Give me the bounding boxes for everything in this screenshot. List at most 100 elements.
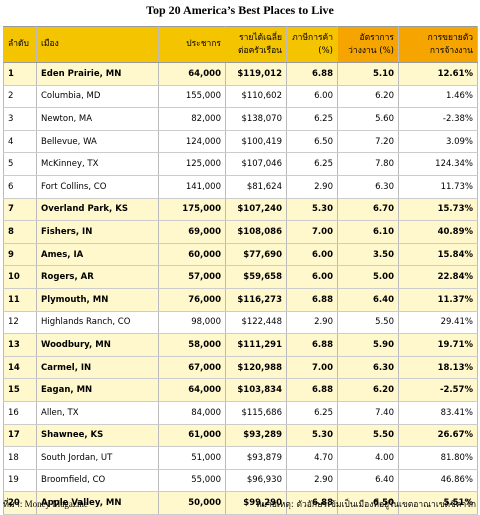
table-cell: $103,834	[225, 378, 287, 402]
table-cell: 6.88	[286, 62, 338, 86]
table-cell: 6.10	[337, 220, 399, 244]
table-cell: $100,419	[225, 130, 287, 154]
table-cell: Fishers, IN	[36, 220, 159, 244]
table-cell: 84,000	[158, 401, 226, 425]
header-line: ภาษีการค้า	[292, 32, 333, 43]
table-cell: Newton, MA	[36, 107, 159, 131]
table-cell: 7.00	[286, 356, 338, 380]
table-cell: 12.61%	[398, 62, 478, 86]
table-cell: 69,000	[158, 220, 226, 244]
table-cell: 98,000	[158, 311, 226, 335]
table-cell: 6.30	[337, 175, 399, 199]
table-cell: 26.67%	[398, 424, 478, 448]
table-row: 18 South Jordan, UT 51,000 $93,879 4.70 4.00 8…	[3, 446, 478, 470]
table-cell: 11.73%	[398, 175, 478, 199]
table-cell: Eagan, MN	[36, 378, 159, 402]
table-cell: 82,000	[158, 107, 226, 131]
table-cell: 3.50	[337, 243, 399, 267]
table: ลำดับ เมือง ประชากร รายได้เฉลี่ย ต่อครัวเรือ…	[3, 26, 478, 515]
table-cell: 18.13%	[398, 356, 478, 380]
table-cell: 19	[3, 469, 37, 493]
table-cell: $81,624	[225, 175, 287, 199]
table-cell: 10	[3, 265, 37, 289]
table-cell: 4	[3, 130, 37, 154]
table-cell: 6.88	[286, 491, 338, 515]
table-row: 12 Highlands Ranch, CO 98,000 $122,448 2.90 5…	[3, 311, 478, 335]
table-cell: $108,086	[225, 220, 287, 244]
table-cell: 6.25	[286, 152, 338, 176]
table-row: 1 Eden Prairie, MN 64,000 $119,012 6.88 5.10 1…	[3, 62, 478, 86]
table-cell: $93,289	[225, 424, 287, 448]
table-row: 7 Overland Park, KS 175,000 $107,240 5.30 6.7…	[3, 198, 478, 222]
column-header: การขยายตัวการจ้างงาน	[398, 26, 478, 63]
table-cell: 50,000	[158, 491, 226, 515]
column-header: อัตราการว่างงาน (%)	[337, 26, 399, 63]
table-row: 10 Rogers, AR 57,000 $59,658 6.00 5.00 22.84%	[3, 265, 478, 289]
table-cell: 6.00	[286, 265, 338, 289]
table-cell: 14	[3, 356, 37, 380]
table-cell: 7.00	[286, 220, 338, 244]
table-cell: 7.80	[337, 152, 399, 176]
table-cell: 1	[3, 62, 37, 86]
title: Top 20 America’s Best Places to Live	[146, 3, 334, 17]
table-cell: 6.00	[286, 243, 338, 267]
table-row: 6 Fort Collins, CO 141,000 $81,624 2.90 6.30 1…	[3, 175, 478, 199]
header-line: อัตราการ	[359, 32, 394, 43]
table-cell: 61,000	[158, 424, 226, 448]
table-cell: 6.00	[286, 85, 338, 109]
table-cell: 46.86%	[398, 469, 478, 493]
header-line: ว่างงาน (%)	[348, 45, 394, 56]
table-cell: $107,046	[225, 152, 287, 176]
table-cell: 64,000	[158, 378, 226, 402]
table-cell: 9	[3, 243, 37, 267]
table-cell: 5.30	[286, 198, 338, 222]
header-line: ประชากร	[186, 39, 221, 49]
table-cell: Plymouth, MN	[36, 288, 159, 312]
table-cell: $115,686	[225, 401, 287, 425]
table-cell: 7	[3, 198, 37, 222]
table-cell: 57,000	[158, 265, 226, 289]
header-row: ลำดับ เมือง ประชากร รายได้เฉลี่ย ต่อครัวเรือ…	[3, 26, 478, 63]
table-cell: 6.30	[337, 356, 399, 380]
table-row: 8 Fishers, IN 69,000 $108,086 7.00 6.10 40.89%	[3, 220, 478, 244]
table-cell: 155,000	[158, 85, 226, 109]
table-cell: 17	[3, 424, 37, 448]
column-header: รายได้เฉลี่ย ต่อครัวเรือน	[225, 26, 287, 63]
table-cell: 6.40	[337, 288, 399, 312]
table-cell: 15	[3, 378, 37, 402]
table-cell: 15.84%	[398, 243, 478, 267]
table-cell: 6.20	[337, 378, 399, 402]
table-row: 14 Carmel, IN 67,000 $120,988 7.00 6.30 18.13%	[3, 356, 478, 380]
table-cell: 11	[3, 288, 37, 312]
table-cell: Columbia, MD	[36, 85, 159, 109]
table-cell: Fort Collins, CO	[36, 175, 159, 199]
table-cell: 6.88	[286, 378, 338, 402]
table-cell: Allen, TX	[36, 401, 159, 425]
table-cell: 51,000	[158, 446, 226, 470]
table-cell: 2.90	[286, 175, 338, 199]
column-header: ลำดับ	[3, 26, 37, 63]
table-cell: 5.00	[337, 265, 399, 289]
table-cell: $96,930	[225, 469, 287, 493]
table-row: 13 Woodbury, MN 58,000 $111,291 6.88 5.90 19.7…	[3, 333, 478, 357]
table-cell: 5.90	[337, 333, 399, 357]
table-cell: 5.30	[286, 424, 338, 448]
header-line: (%)	[318, 45, 333, 56]
table-cell: 40.89%	[398, 220, 478, 244]
table-cell: 6	[3, 175, 37, 199]
table-cell: 141,000	[158, 175, 226, 199]
table-cell: 6.88	[286, 288, 338, 312]
table-cell: $93,879	[225, 446, 287, 470]
table-cell: 81.80%	[398, 446, 478, 470]
column-header: เมือง	[36, 26, 159, 63]
table-cell: $111,291	[225, 333, 287, 357]
table-cell: 6.70	[337, 198, 399, 222]
header-line: การขยายตัว	[427, 32, 473, 43]
table-cell: Broomfield, CO	[36, 469, 159, 493]
table-row: 11 Plymouth, MN 76,000 $116,273 6.88 6.40 11.3…	[3, 288, 478, 312]
table-cell: 2.90	[286, 311, 338, 335]
table-cell: Overland Park, KS	[36, 198, 159, 222]
table-body: 1 Eden Prairie, MN 64,000 $119,012 6.88 5.10 1…	[3, 62, 478, 515]
header-line: การจ้างงาน	[429, 45, 473, 56]
